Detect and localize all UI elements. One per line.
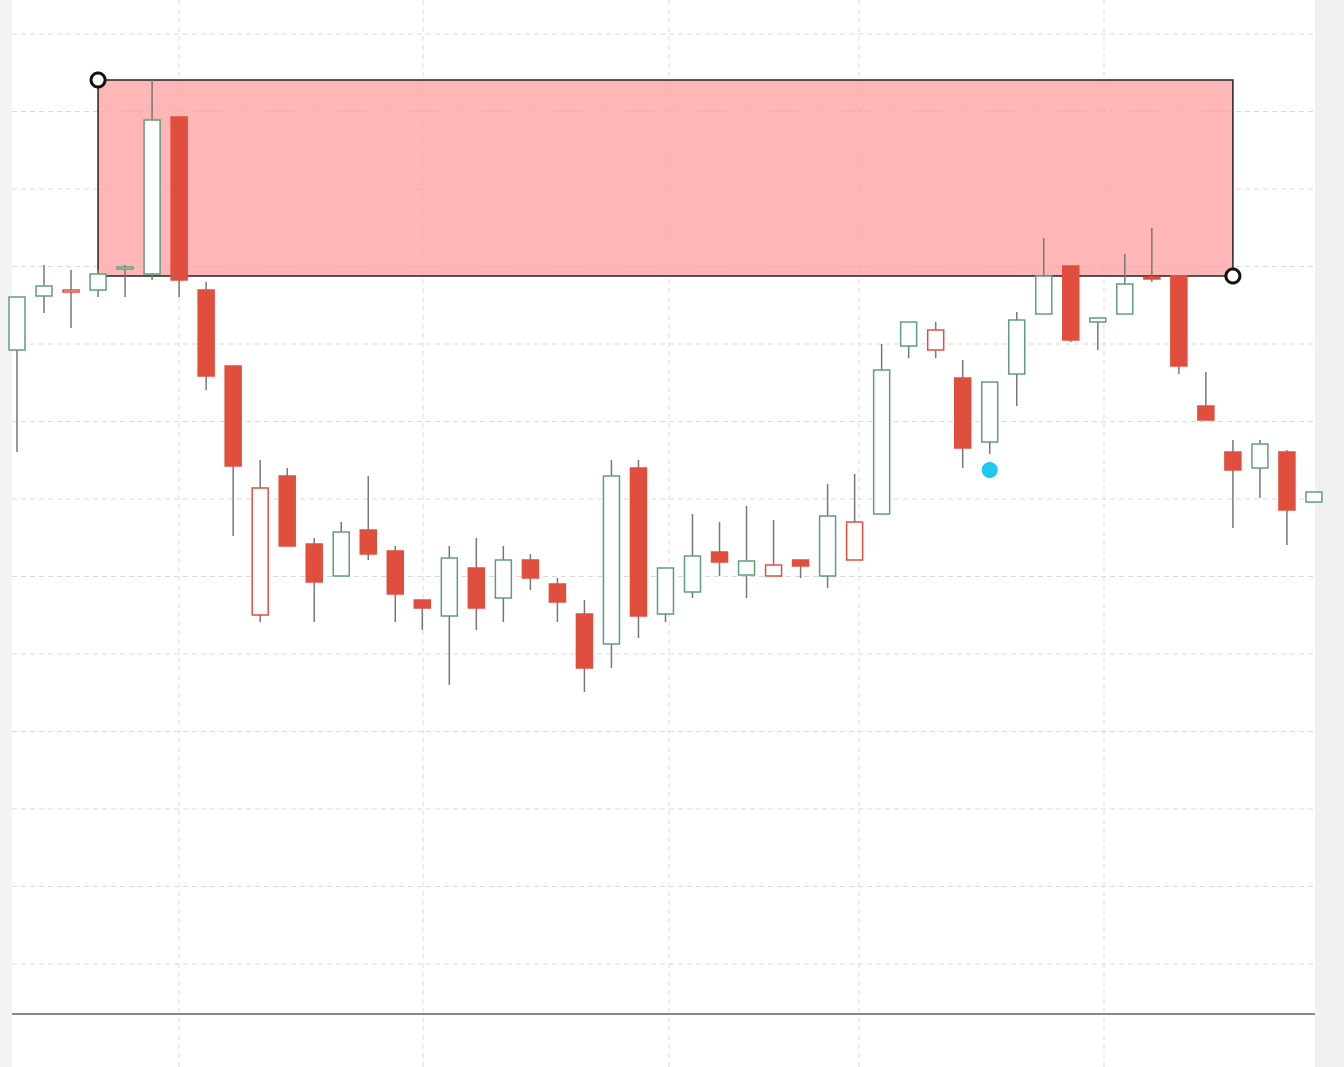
signal-dot <box>981 462 998 478</box>
candle-body <box>413 599 432 609</box>
candle-body <box>251 487 269 616</box>
candle-body <box>521 559 540 579</box>
candle-body <box>89 273 107 291</box>
zone-handle <box>89 71 107 89</box>
candle-body <box>197 289 215 377</box>
candle-body <box>1035 275 1053 315</box>
candle-body <box>926 329 945 351</box>
candle-body <box>953 377 972 449</box>
candle-body <box>1089 317 1107 323</box>
candle-body <box>224 365 242 467</box>
zone-handle <box>1224 267 1242 285</box>
candle-body <box>62 289 80 293</box>
candle-body <box>332 531 350 577</box>
candle-body <box>791 559 810 567</box>
candle-body <box>1197 405 1215 421</box>
price-scale-strip <box>1315 0 1344 1067</box>
candle-body <box>8 296 26 351</box>
left-edge <box>0 0 12 1067</box>
candle-body <box>1062 265 1080 341</box>
zone-rect <box>97 79 1234 277</box>
candle-body <box>818 515 837 577</box>
candle-body <box>35 285 53 297</box>
candle-body <box>548 583 567 603</box>
candle-body <box>764 564 783 577</box>
candle-body <box>1251 443 1269 469</box>
candle-body <box>1278 451 1296 511</box>
candle-body <box>440 557 459 617</box>
candle-body <box>1007 319 1026 375</box>
candle-body <box>602 475 621 645</box>
candle-body <box>575 613 594 669</box>
candle-body <box>494 559 513 599</box>
candle-body <box>656 567 675 615</box>
candle-body <box>899 321 918 347</box>
candle-body <box>1116 283 1134 315</box>
candle-body <box>1170 275 1188 367</box>
candle-body <box>143 119 161 275</box>
candle-body <box>305 543 323 583</box>
candle-body <box>386 550 405 595</box>
candle-body <box>710 551 729 563</box>
candle-body <box>467 567 486 609</box>
candle-body <box>359 529 378 555</box>
candle-body <box>170 116 188 281</box>
candle-body <box>683 555 702 593</box>
candle-body <box>116 266 134 270</box>
candle-body <box>1305 491 1323 503</box>
candle-body <box>1224 451 1242 471</box>
candle-body <box>737 560 756 576</box>
candle-body <box>980 381 999 443</box>
candle-body <box>872 369 891 515</box>
candle-body <box>629 467 648 617</box>
candle-body <box>278 475 296 547</box>
candle-body <box>845 521 864 561</box>
candle-body <box>1143 276 1161 280</box>
